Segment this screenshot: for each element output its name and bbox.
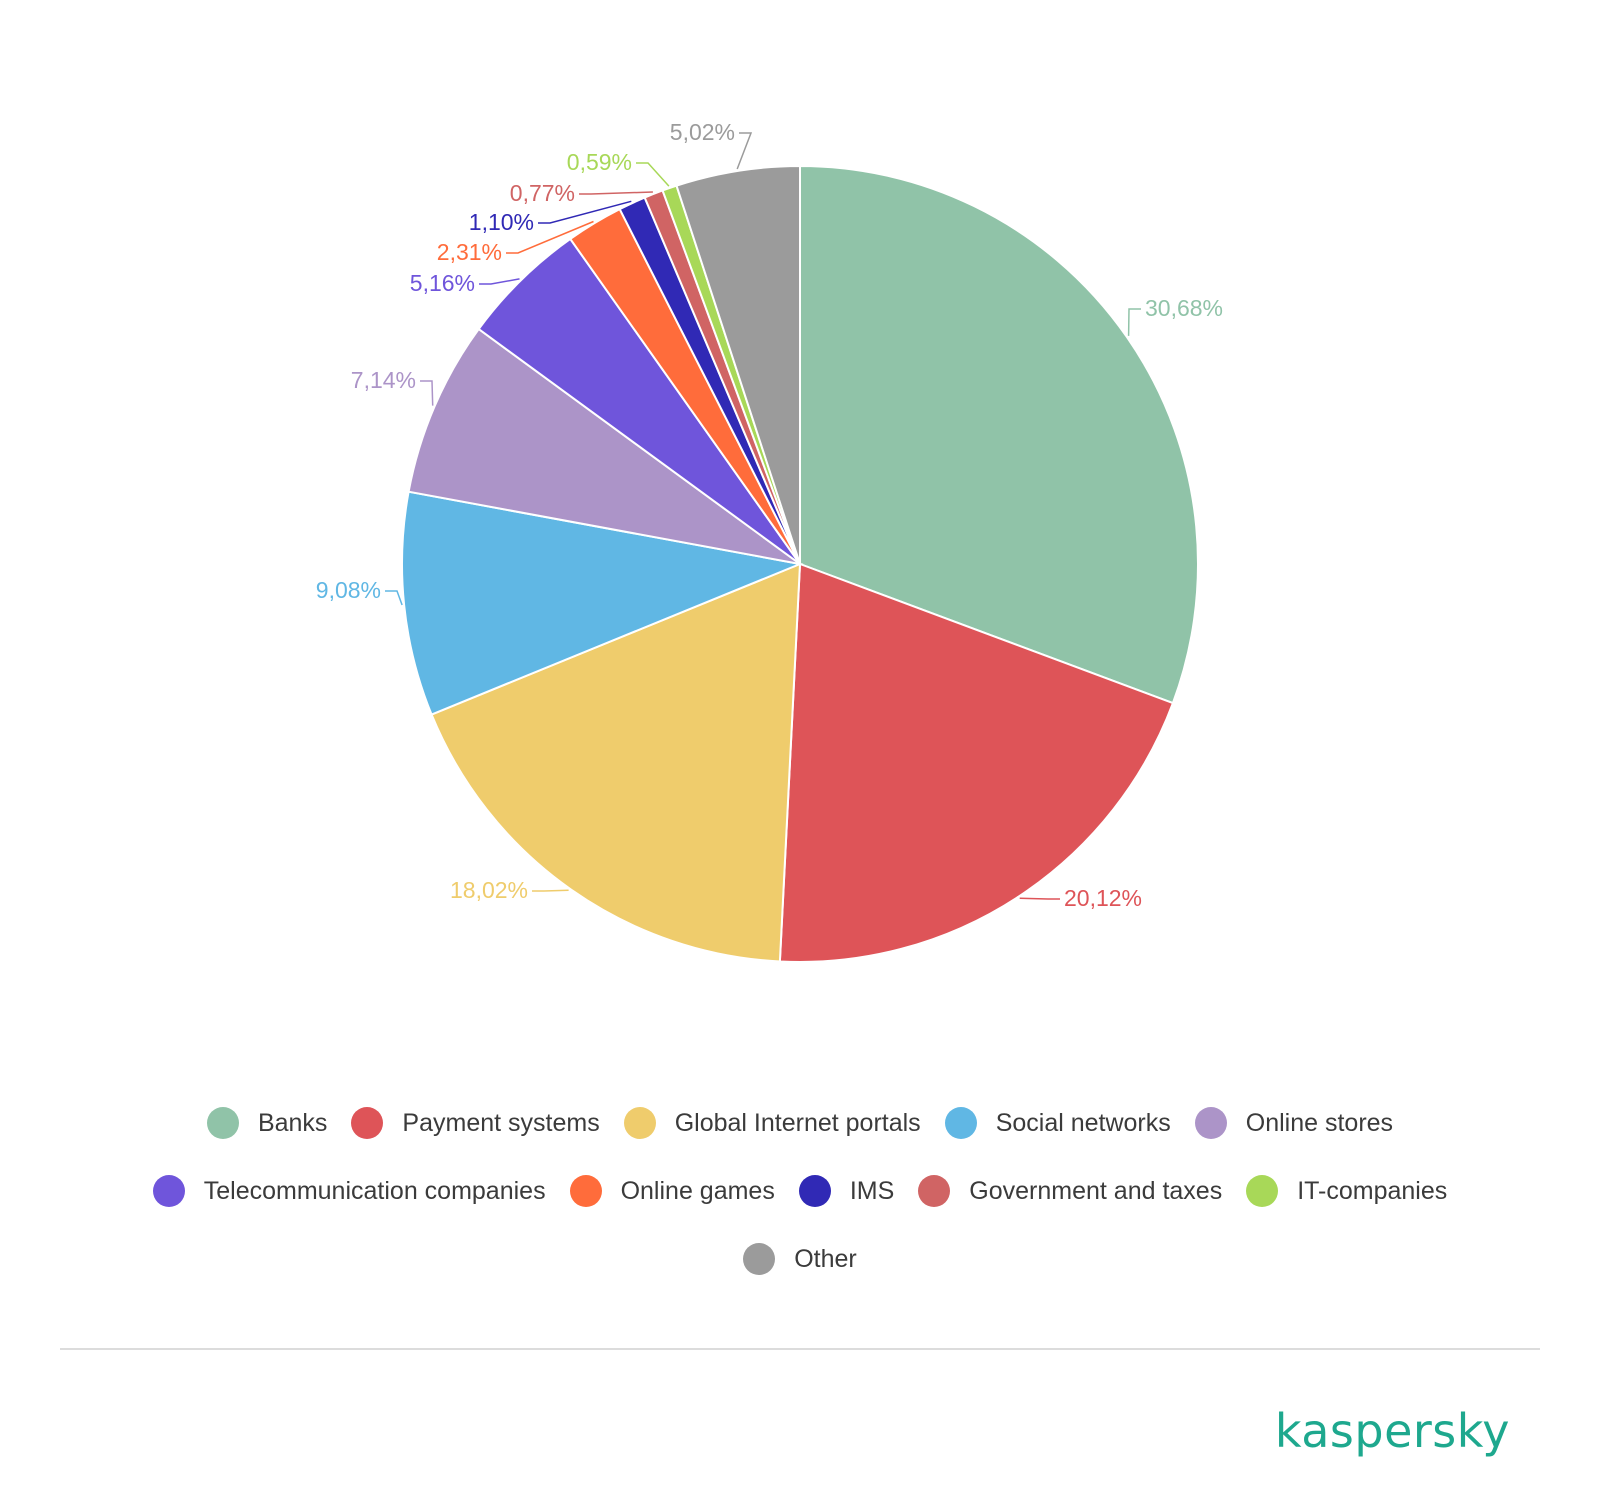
- pie-slice-online-stores: [407, 327, 801, 565]
- value-label-telecommunication-companies: 5,16%: [410, 270, 475, 296]
- legend-item-social-networks: Social networks: [944, 1107, 1171, 1139]
- legend-item-banks: Banks: [206, 1107, 328, 1139]
- pie-slice-social-networks: [401, 490, 804, 716]
- legend-item-telecommunication-companies: Telecommunication companies: [152, 1175, 546, 1207]
- value-label-online-games: 2,31%: [437, 239, 502, 265]
- leader-line-banks: [1127, 308, 1141, 336]
- legend-item-global-internet-portals: Global Internet portals: [623, 1107, 921, 1139]
- leader-line-social-networks: [385, 590, 403, 606]
- pie-slice-global-internet-portals: [430, 562, 802, 963]
- leader-line-it-companies: [636, 162, 670, 187]
- legend-item-government-and-taxes: Government and taxes: [918, 1175, 1222, 1207]
- legend-label: Online games: [620, 1176, 775, 1205]
- legend-row: Telecommunication companies Online games I…: [0, 1171, 1600, 1211]
- kaspersky-logo: kaspersky: [1274, 1404, 1510, 1458]
- legend-label: Telecommunication companies: [203, 1176, 546, 1205]
- legend-label: Other: [794, 1244, 857, 1273]
- value-labels: 30,68% 20,12% 18,02% 9,08% 7,14% 5,16% 2,31% 1,…: [316, 119, 1223, 911]
- pie-chart: 30,68% 20,12% 18,02% 9,08% 7,14% 5,16% 2,31% 1,…: [316, 119, 1223, 963]
- value-label-social-networks: 9,08%: [316, 577, 381, 603]
- legend-item-payment-systems: Payment systems: [351, 1107, 600, 1139]
- legend-label: Social networks: [995, 1108, 1171, 1137]
- leader-line-other: [736, 132, 753, 170]
- legend-row: Other: [0, 1239, 1600, 1279]
- pie-slice-banks: [799, 164, 1199, 705]
- legend-label: Government and taxes: [969, 1176, 1223, 1205]
- legend-item-online-games: Online games: [569, 1175, 775, 1207]
- leader-line-government-and-taxes: [579, 191, 653, 195]
- legend-label: Payment systems: [402, 1108, 600, 1137]
- legend-item-ims: IMS: [798, 1175, 895, 1207]
- value-label-online-stores: 7,14%: [351, 367, 416, 393]
- leader-line-online-games: [506, 220, 594, 254]
- value-label-other: 5,02%: [670, 119, 735, 145]
- value-label-it-companies: 0,59%: [567, 149, 632, 175]
- legend-item-it-companies: IT-companies: [1246, 1175, 1447, 1207]
- legend-label: IMS: [849, 1176, 895, 1205]
- legend-label: Global Internet portals: [674, 1108, 921, 1137]
- legend-item-other: Other: [743, 1243, 857, 1275]
- pie-slice-other: [675, 164, 801, 565]
- footer-divider: [60, 1348, 1540, 1350]
- legend-swatch: [623, 1107, 656, 1139]
- legend-label: Banks: [257, 1108, 328, 1137]
- legend-swatch: [743, 1243, 776, 1275]
- value-label-global-internet-portals: 18,02%: [450, 877, 528, 903]
- value-label-payment-systems: 20,12%: [1064, 885, 1142, 911]
- legend-swatch: [918, 1175, 951, 1207]
- legend-swatch: [206, 1107, 239, 1139]
- legend-swatch: [1194, 1107, 1227, 1139]
- legend-swatch: [569, 1175, 602, 1207]
- legend-swatch: [152, 1175, 185, 1207]
- value-label-banks: 30,68%: [1145, 295, 1223, 321]
- leader-lines: [385, 132, 1141, 900]
- legend-swatch: [351, 1107, 384, 1139]
- value-label-government-and-taxes: 0,77%: [510, 180, 575, 206]
- pie-slices: [401, 164, 1199, 963]
- pie-slice-payment-systems: [778, 562, 1175, 963]
- leader-line-online-stores: [420, 380, 434, 406]
- legend-label: IT-companies: [1297, 1176, 1448, 1205]
- value-label-ims: 1,10%: [469, 209, 534, 235]
- legend-row: Banks Payment systems Global Internet port…: [0, 1103, 1600, 1143]
- legend-label: Online stores: [1245, 1108, 1394, 1137]
- legend-item-online-stores: Online stores: [1194, 1107, 1394, 1139]
- legend-swatch: [944, 1107, 977, 1139]
- leader-line-payment-systems: [1019, 897, 1060, 900]
- legend-swatch: [1246, 1175, 1279, 1207]
- leader-line-global-internet-portals: [532, 889, 569, 892]
- leader-line-telecommunication-companies: [479, 278, 520, 285]
- leader-line-ims: [538, 200, 632, 224]
- legend: Banks Payment systems Global Internet port…: [0, 1103, 1600, 1307]
- legend-swatch: [798, 1175, 831, 1207]
